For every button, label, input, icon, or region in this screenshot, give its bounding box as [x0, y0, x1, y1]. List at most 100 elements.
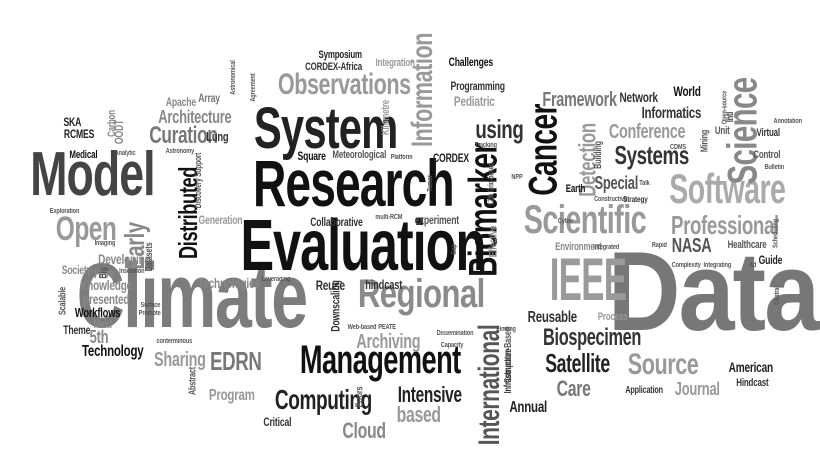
word-kilometre: Kilometre — [379, 99, 392, 136]
word-challenges: Challenges — [448, 55, 494, 69]
word-dissemination: Dissemination — [436, 330, 474, 337]
word-effective: Effective — [487, 225, 500, 258]
word-web-based: Web-based — [347, 324, 377, 331]
word-informatics: Informatics — [641, 105, 702, 122]
word-source: Source — [627, 348, 699, 381]
word-conference: Conference — [608, 121, 686, 143]
word-healthcare: Healthcare — [727, 239, 767, 251]
word-tracking: Tracking — [474, 142, 497, 149]
word-leveraging: Leveraging — [261, 276, 291, 283]
word-meteorological: Meteorological — [332, 149, 387, 161]
word-generation: Generation — [198, 213, 243, 227]
word-nasa: NASA — [671, 235, 712, 257]
word-model: Model — [30, 140, 155, 209]
word-curation: Curation — [149, 122, 218, 149]
word-multi-rcm: multi-RCM — [375, 214, 403, 221]
word-programming: Programming — [450, 79, 505, 93]
word-12th-grid-based: 12th Grid-based — [486, 162, 496, 206]
word-special: Special — [594, 173, 639, 193]
word-peate: PEATE — [378, 324, 396, 331]
word-insolation: Insolation — [119, 268, 145, 275]
word-research: Research — [252, 146, 455, 220]
word-control: Control — [753, 149, 781, 161]
word-critical: Critical — [263, 415, 292, 429]
word-open-source: Open-source — [721, 90, 729, 125]
word-astronomy: Astronomy — [165, 148, 195, 155]
word-lung: Lung — [206, 129, 229, 144]
word-collaborative: Collaborative — [310, 215, 363, 229]
word-complexity: Complexity — [671, 262, 701, 269]
word-scalable: Scalable — [57, 286, 69, 316]
word-based: based — [396, 402, 442, 427]
word-information: Information — [406, 32, 440, 148]
word-care: Care — [556, 376, 591, 401]
word-astronomical: Astronomical — [230, 60, 238, 95]
word-medical: Medical — [69, 149, 98, 161]
word-unit: Unit — [714, 125, 730, 137]
word-abstract: Abstract — [187, 366, 199, 396]
word-ieee: IEEE — [549, 246, 627, 313]
word-satellite: Satellite — [545, 348, 610, 378]
word-workflows: Workflows — [74, 305, 121, 320]
word-program: Program — [208, 387, 255, 404]
word-archiving: Archiving — [356, 331, 421, 353]
word-errors: Errors — [354, 386, 366, 408]
word-constructive: Constructive — [594, 196, 627, 203]
word-rcmes: RCMES — [63, 127, 95, 141]
word-american: American — [728, 359, 774, 375]
word-apache: Apache — [165, 95, 197, 109]
word-sharing: Sharing — [154, 349, 206, 371]
word-bulletin: Bulletin — [764, 164, 785, 171]
word-building: Building — [593, 141, 605, 169]
word-reusable: Reusable — [527, 309, 578, 326]
word-network: Network — [619, 89, 658, 105]
word-agreement: Agreement — [250, 73, 258, 102]
word-ska: SKA — [63, 115, 82, 129]
word-promote: Promote — [138, 310, 161, 317]
word-5th: 5th — [89, 327, 109, 347]
word-application: Application — [625, 385, 663, 396]
word-intensive: Intensive — [397, 382, 462, 407]
word-architecture: Architecture — [158, 107, 232, 127]
word-infrastructure: Infrastructure — [503, 348, 515, 394]
word-systems: Systems — [614, 140, 689, 170]
word-finding: Finding — [496, 326, 516, 333]
word-cloud: Cloud — [342, 418, 386, 443]
word-scientific: Scientific — [523, 198, 647, 242]
word-international: International — [473, 324, 507, 446]
word-climate: Climate — [76, 245, 308, 347]
word-hindcast-title: Hindcast — [736, 377, 769, 389]
word-environment: Environment — [555, 241, 602, 253]
word-cyber: Cyber — [557, 218, 574, 225]
word-earth: Earth — [565, 183, 586, 195]
word-technology: Technology — [81, 343, 144, 360]
word-talk: Talk — [639, 180, 650, 187]
word-journal: Journal — [674, 379, 720, 399]
word-platform: Platform — [390, 154, 413, 161]
word-technologies: Technologies — [198, 275, 260, 291]
word-next: Next — [93, 317, 112, 331]
word-mining: Mining — [699, 129, 711, 153]
word-guide: Guide — [758, 253, 783, 267]
word-tumor: Tumor — [426, 175, 434, 192]
word-cordex: CORDEX — [432, 151, 469, 165]
word-hive: Hive — [93, 265, 115, 281]
word-symposium: Symposium — [318, 49, 362, 61]
word-society: Society — [61, 263, 92, 277]
word-experiment: experiment — [414, 213, 460, 227]
word-annual: Annual — [509, 399, 547, 416]
word-process: Process — [597, 311, 628, 323]
word-cordex-africa: CORDEX-Africa — [305, 61, 362, 73]
word-npp: NPP — [511, 174, 523, 181]
word-conterminous: conterminous — [156, 338, 193, 345]
word-integrated: Integrated — [593, 244, 620, 251]
word-ad: Ad — [748, 262, 757, 269]
word-virtual: Virtual — [756, 127, 781, 139]
word-oodt: OODT — [111, 119, 126, 145]
word-using: using — [475, 114, 524, 144]
word-surface: Surface — [140, 302, 161, 309]
word-imaging: Imaging — [94, 240, 116, 247]
word-pediatric: Pediatric — [453, 93, 495, 109]
word-exploration: Exploration — [49, 208, 80, 215]
